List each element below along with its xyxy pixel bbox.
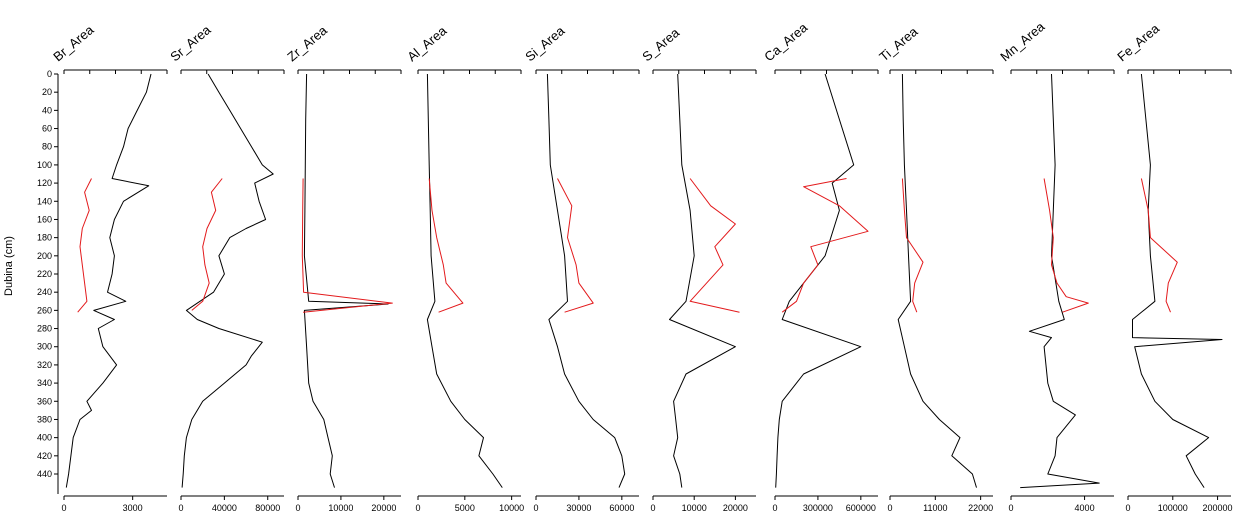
- panel-title: S_Area: [639, 24, 682, 64]
- y-tick-label: 420: [37, 451, 52, 461]
- x-tick-label: 10000: [682, 503, 707, 513]
- series-line-red: [77, 178, 92, 313]
- x-tick-label: 10000: [499, 503, 524, 513]
- x-tick-label: 11000: [923, 503, 947, 513]
- x-tick-label: 40000: [212, 503, 237, 513]
- series-line-black: [181, 73, 274, 488]
- series-line-black: [775, 73, 862, 488]
- series-line-red: [781, 178, 869, 313]
- panel-mn-area: 0 4000 Mn_Area: [997, 18, 1115, 513]
- x-tick-label: 0: [1008, 503, 1013, 513]
- series-line-red: [689, 178, 740, 313]
- x-tick-label: 80000: [255, 503, 280, 513]
- y-tick-label: 180: [37, 233, 52, 243]
- x-tick-label: 4000: [1075, 503, 1095, 513]
- x-tick-label: 30000: [566, 503, 591, 513]
- x-tick-label: 0: [61, 503, 66, 513]
- panel-al-area: 0 5000 10000 Al_Area: [404, 23, 524, 513]
- x-tick-label: 0: [178, 503, 183, 513]
- series-line-black: [897, 73, 977, 488]
- series-line-black: [303, 73, 389, 488]
- y-tick-label: 40: [42, 105, 52, 115]
- y-axis-label: Dubina (cm): [3, 236, 15, 296]
- panel-title: Ca_Area: [761, 19, 811, 64]
- x-tick-label: 60000: [609, 503, 634, 513]
- series-line-red: [557, 178, 594, 313]
- x-tick-label: 5000: [455, 503, 475, 513]
- series-line-black: [1132, 73, 1223, 488]
- panel-zr-area: 0 10000 20000 Zr_Area: [284, 22, 402, 513]
- x-tick-label: 100000: [1158, 503, 1188, 513]
- x-tick-label: 0: [415, 503, 420, 513]
- y-tick-label: 200: [37, 251, 52, 261]
- panels-group: 0 20 40 60 80 100 120 140 160 180 200 220 240 260 280 3…: [37, 18, 1233, 513]
- series-line-black: [426, 73, 503, 488]
- y-tick-label: 280: [37, 324, 52, 334]
- y-tick-label: 320: [37, 360, 52, 370]
- y-tick-label: 20: [42, 87, 52, 97]
- y-tick-label: 260: [37, 305, 52, 315]
- panel-title: Zr_Area: [284, 22, 330, 64]
- x-tick-label: 0: [887, 503, 892, 513]
- y-tick-label: 340: [37, 378, 52, 388]
- y-tick-label: 300: [37, 342, 52, 352]
- panel-br-area: 0 3000 Br_Area: [50, 22, 168, 513]
- panel-title: Mn_Area: [997, 18, 1048, 64]
- y-tick-label: 380: [37, 414, 52, 424]
- panel-ca-area: 0 300000 600000 Ca_Area: [761, 19, 879, 513]
- series-line-red: [301, 178, 393, 313]
- series-line-red: [428, 178, 464, 313]
- panel-title: Sr_Area: [167, 22, 214, 65]
- panel-title: Al_Area: [404, 23, 450, 65]
- y-tick-label: 0: [47, 69, 52, 79]
- x-tick-label: 0: [295, 503, 300, 513]
- series-line-black: [1020, 73, 1100, 489]
- panel-fe-area: 0 100000 200000 Fe_Area: [1114, 20, 1232, 513]
- x-tick-label: 0: [772, 503, 777, 513]
- panel-title: Si_Area: [522, 23, 568, 65]
- panel-ti-area: 0 11000 22000 Ti_Area: [876, 23, 994, 513]
- x-tick-label: 20000: [371, 503, 396, 513]
- x-tick-label: 200000: [1203, 503, 1233, 513]
- panel-title: Br_Area: [50, 22, 97, 65]
- y-tick-label: 240: [37, 287, 52, 297]
- series-line-red: [1140, 178, 1178, 313]
- x-tick-label: 0: [533, 503, 538, 513]
- x-tick-label: 0: [1125, 503, 1130, 513]
- y-tick-label: 160: [37, 214, 52, 224]
- y-tick-label: 100: [37, 160, 52, 170]
- series-line-red: [901, 178, 924, 313]
- y-tick-label: 360: [37, 396, 52, 406]
- panel-title: Ti_Area: [876, 23, 921, 64]
- series-line-black: [669, 73, 736, 488]
- panel-sr-area: 0 40000 80000 Sr_Area: [167, 22, 285, 513]
- x-tick-label: 10000: [328, 503, 353, 513]
- series-line-red: [1043, 178, 1089, 313]
- panel-s-area: 0 10000 20000 S_Area: [639, 24, 757, 513]
- x-tick-label: 300000: [803, 503, 833, 513]
- x-tick-label: 0: [650, 503, 655, 513]
- y-tick-label: 120: [37, 178, 52, 188]
- panel-si-area: 0 30000 60000 Si_Area: [522, 23, 640, 513]
- y-tick-label: 80: [42, 142, 52, 152]
- y-tick-label: 440: [37, 469, 52, 479]
- y-tick-label: 220: [37, 269, 52, 279]
- x-tick-label: 20000: [723, 503, 748, 513]
- series-line-black: [546, 73, 626, 488]
- series-line-red: [191, 178, 223, 311]
- panel-title: Fe_Area: [1114, 20, 1162, 64]
- y-tick-label: 60: [42, 124, 52, 134]
- series-line-black: [65, 73, 152, 488]
- x-tick-label: 600000: [846, 503, 876, 513]
- x-tick-label: 22000: [968, 503, 993, 513]
- y-tick-label: 140: [37, 196, 52, 206]
- y-tick-label: 400: [37, 433, 52, 443]
- x-tick-label: 3000: [123, 503, 143, 513]
